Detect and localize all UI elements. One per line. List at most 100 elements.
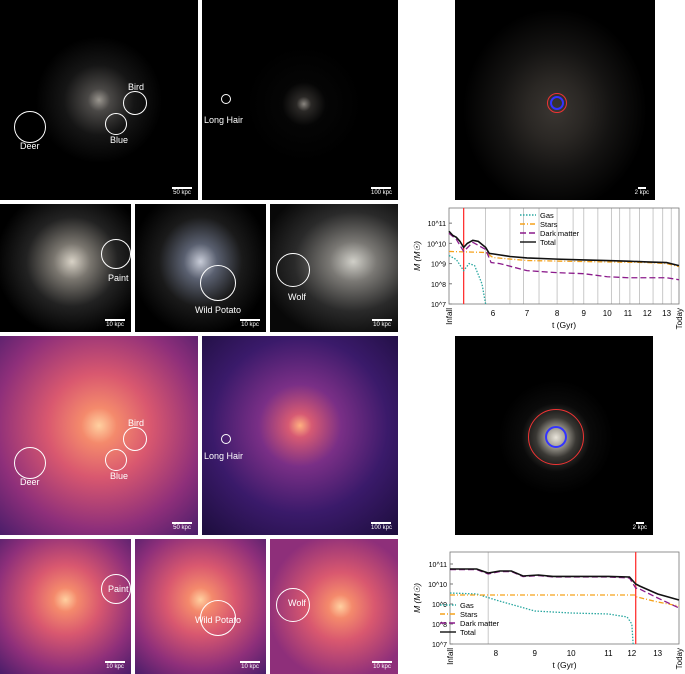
long-hair-circle xyxy=(221,434,231,444)
y-tick-label: 10^10 xyxy=(427,241,446,248)
legend-label: Total xyxy=(460,628,476,637)
stellar-panel-wild-potato: Wild Potato 10 kpc xyxy=(135,204,266,332)
stellar-panel-paint: Paint 10 kpc xyxy=(0,204,131,332)
x-tick-label: 10 xyxy=(567,649,576,658)
series-line-gas xyxy=(449,592,634,645)
wolf-label: Wolf xyxy=(288,598,306,608)
long-hair-circle xyxy=(221,94,231,104)
paint-circle xyxy=(101,574,131,604)
scale-bar: 10 kpc xyxy=(105,661,125,670)
series-line-total xyxy=(450,568,680,601)
scale-bar: 100 kpc xyxy=(371,522,392,531)
x-tick-label: 9 xyxy=(533,649,538,658)
wild-potato-circle xyxy=(200,265,236,301)
stellar-panel-wide: Deer Bird Blue 50 kpc xyxy=(0,0,198,200)
x-tick-label: Infall xyxy=(445,308,454,325)
deer-label: Deer xyxy=(20,141,40,151)
deer-circle xyxy=(14,111,46,143)
dm-panel-wide: Deer Bird Blue 50 kpc xyxy=(0,336,198,535)
y-tick-label: 10^9 xyxy=(432,602,447,609)
plot-frame xyxy=(449,551,680,645)
y-tick-label: 10^7 xyxy=(432,642,447,649)
blue-circle xyxy=(550,96,564,110)
blue-circle xyxy=(105,449,127,471)
red-circle xyxy=(547,93,567,113)
x-axis-label: t (Gyr) xyxy=(552,660,576,670)
y-tick-label: 10^11 xyxy=(428,221,446,228)
dm-panel-wild-potato: Wild Potato 10 kpc xyxy=(135,539,266,674)
zoom-image-bottom: 2 kpc xyxy=(455,336,653,535)
legend-label: Dark matter xyxy=(460,619,500,628)
stellar-panel-wolf: Wolf 10 kpc xyxy=(270,204,398,332)
legend-label: Stars xyxy=(460,610,478,619)
x-tick-label: 10 xyxy=(603,309,612,318)
x-tick-label: 9 xyxy=(582,309,587,318)
x-tick-label: Today xyxy=(675,648,684,669)
series-line-stars xyxy=(450,594,680,607)
scale-bar: 2 kpc xyxy=(633,522,647,531)
x-tick-label: Today xyxy=(675,308,684,329)
legend-label: Gas xyxy=(540,211,554,220)
dm-panel-longhair: Long Hair 100 kpc xyxy=(202,336,398,535)
y-tick-label: 10^8 xyxy=(432,622,447,629)
blue-circle xyxy=(545,426,567,448)
x-tick-label: 8 xyxy=(555,309,560,318)
wolf-label: Wolf xyxy=(288,292,306,302)
y-axis-label: M (M☉) xyxy=(412,583,422,613)
scale-bar: 10 kpc xyxy=(240,661,260,670)
series-line-gas xyxy=(448,254,487,305)
wolf-circle xyxy=(276,588,310,622)
x-tick-label: 13 xyxy=(653,649,662,658)
bird-circle xyxy=(123,427,147,451)
mass-history-chart-1: 10^7 10^8 10^9 10^10 10^11 Infall 6 7 8 9 10 11 12 13… xyxy=(412,207,684,330)
paint-label: Paint xyxy=(108,584,129,594)
scale-bar: 10 kpc xyxy=(372,661,392,670)
wolf-circle xyxy=(276,253,310,287)
series-line-dark-matter xyxy=(448,232,680,281)
series-line-total xyxy=(448,230,680,267)
long-hair-label: Long Hair xyxy=(204,451,244,461)
paint-circle xyxy=(101,239,131,269)
red-circle xyxy=(528,409,584,465)
scale-bar: 10 kpc xyxy=(372,319,392,328)
legend-label: Total xyxy=(540,238,556,247)
dm-panel-paint: Paint 10 kpc xyxy=(0,539,131,674)
x-tick-label: 6 xyxy=(491,309,496,318)
paint-label: Paint xyxy=(108,273,129,283)
x-tick-label: Infall xyxy=(446,648,455,665)
scale-bar: 10 kpc xyxy=(240,319,260,328)
x-tick-label: 12 xyxy=(643,309,652,318)
plot-frame xyxy=(448,207,680,305)
series-line-dark-matter xyxy=(450,568,680,609)
bird-circle xyxy=(123,91,147,115)
legend-label: Stars xyxy=(540,220,558,229)
dm-panel-wolf: Wolf 10 kpc xyxy=(270,539,398,674)
x-tick-label: 8 xyxy=(494,649,499,658)
scale-bar: 50 kpc xyxy=(172,187,192,196)
y-tick-label: 10^8 xyxy=(431,282,446,289)
scale-bar: 100 kpc xyxy=(371,187,392,196)
long-hair-label: Long Hair xyxy=(204,115,244,125)
mass-history-chart-2: 10^7 10^8 10^9 10^10 10^11 Infall 8 9 10 11 12 13 To… xyxy=(412,551,684,670)
y-tick-label: 10^10 xyxy=(428,582,447,589)
x-tick-label: 13 xyxy=(662,309,671,318)
bird-label: Bird xyxy=(128,418,145,428)
blue-label: Blue xyxy=(110,135,129,145)
deer-label: Deer xyxy=(20,477,40,487)
scale-bar: 50 kpc xyxy=(172,522,192,531)
wild-potato-circle xyxy=(200,600,236,636)
scale-bar: 2 kpc xyxy=(635,187,649,196)
x-tick-label: 7 xyxy=(525,309,530,318)
blue-label: Blue xyxy=(110,471,129,481)
x-tick-label: 11 xyxy=(604,649,613,658)
bird-label: Bird xyxy=(128,82,145,92)
y-tick-label: 10^7 xyxy=(431,302,446,309)
scale-bar: 10 kpc xyxy=(105,319,125,328)
y-axis-label: M (M☉) xyxy=(412,241,422,271)
deer-circle xyxy=(14,447,46,479)
wild-potato-label: Wild Potato xyxy=(195,305,242,315)
stellar-panel-longhair: Long Hair 100 kpc xyxy=(202,0,398,200)
x-tick-label: 12 xyxy=(627,649,636,658)
x-tick-label: 11 xyxy=(624,309,633,318)
zoom-image-top: 2 kpc xyxy=(455,0,655,200)
